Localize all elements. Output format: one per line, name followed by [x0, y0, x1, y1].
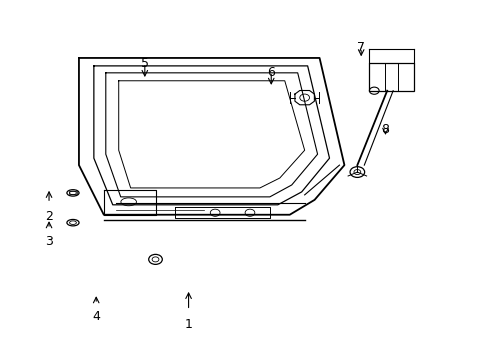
Text: 4: 4 — [92, 310, 100, 323]
Text: 1: 1 — [184, 318, 192, 330]
Bar — [368, 63, 413, 91]
Text: 8: 8 — [381, 123, 389, 136]
Text: 2: 2 — [45, 210, 53, 223]
Text: 6: 6 — [267, 66, 275, 79]
Text: 5: 5 — [141, 57, 148, 70]
Text: 7: 7 — [356, 41, 365, 54]
Text: 3: 3 — [45, 235, 53, 248]
